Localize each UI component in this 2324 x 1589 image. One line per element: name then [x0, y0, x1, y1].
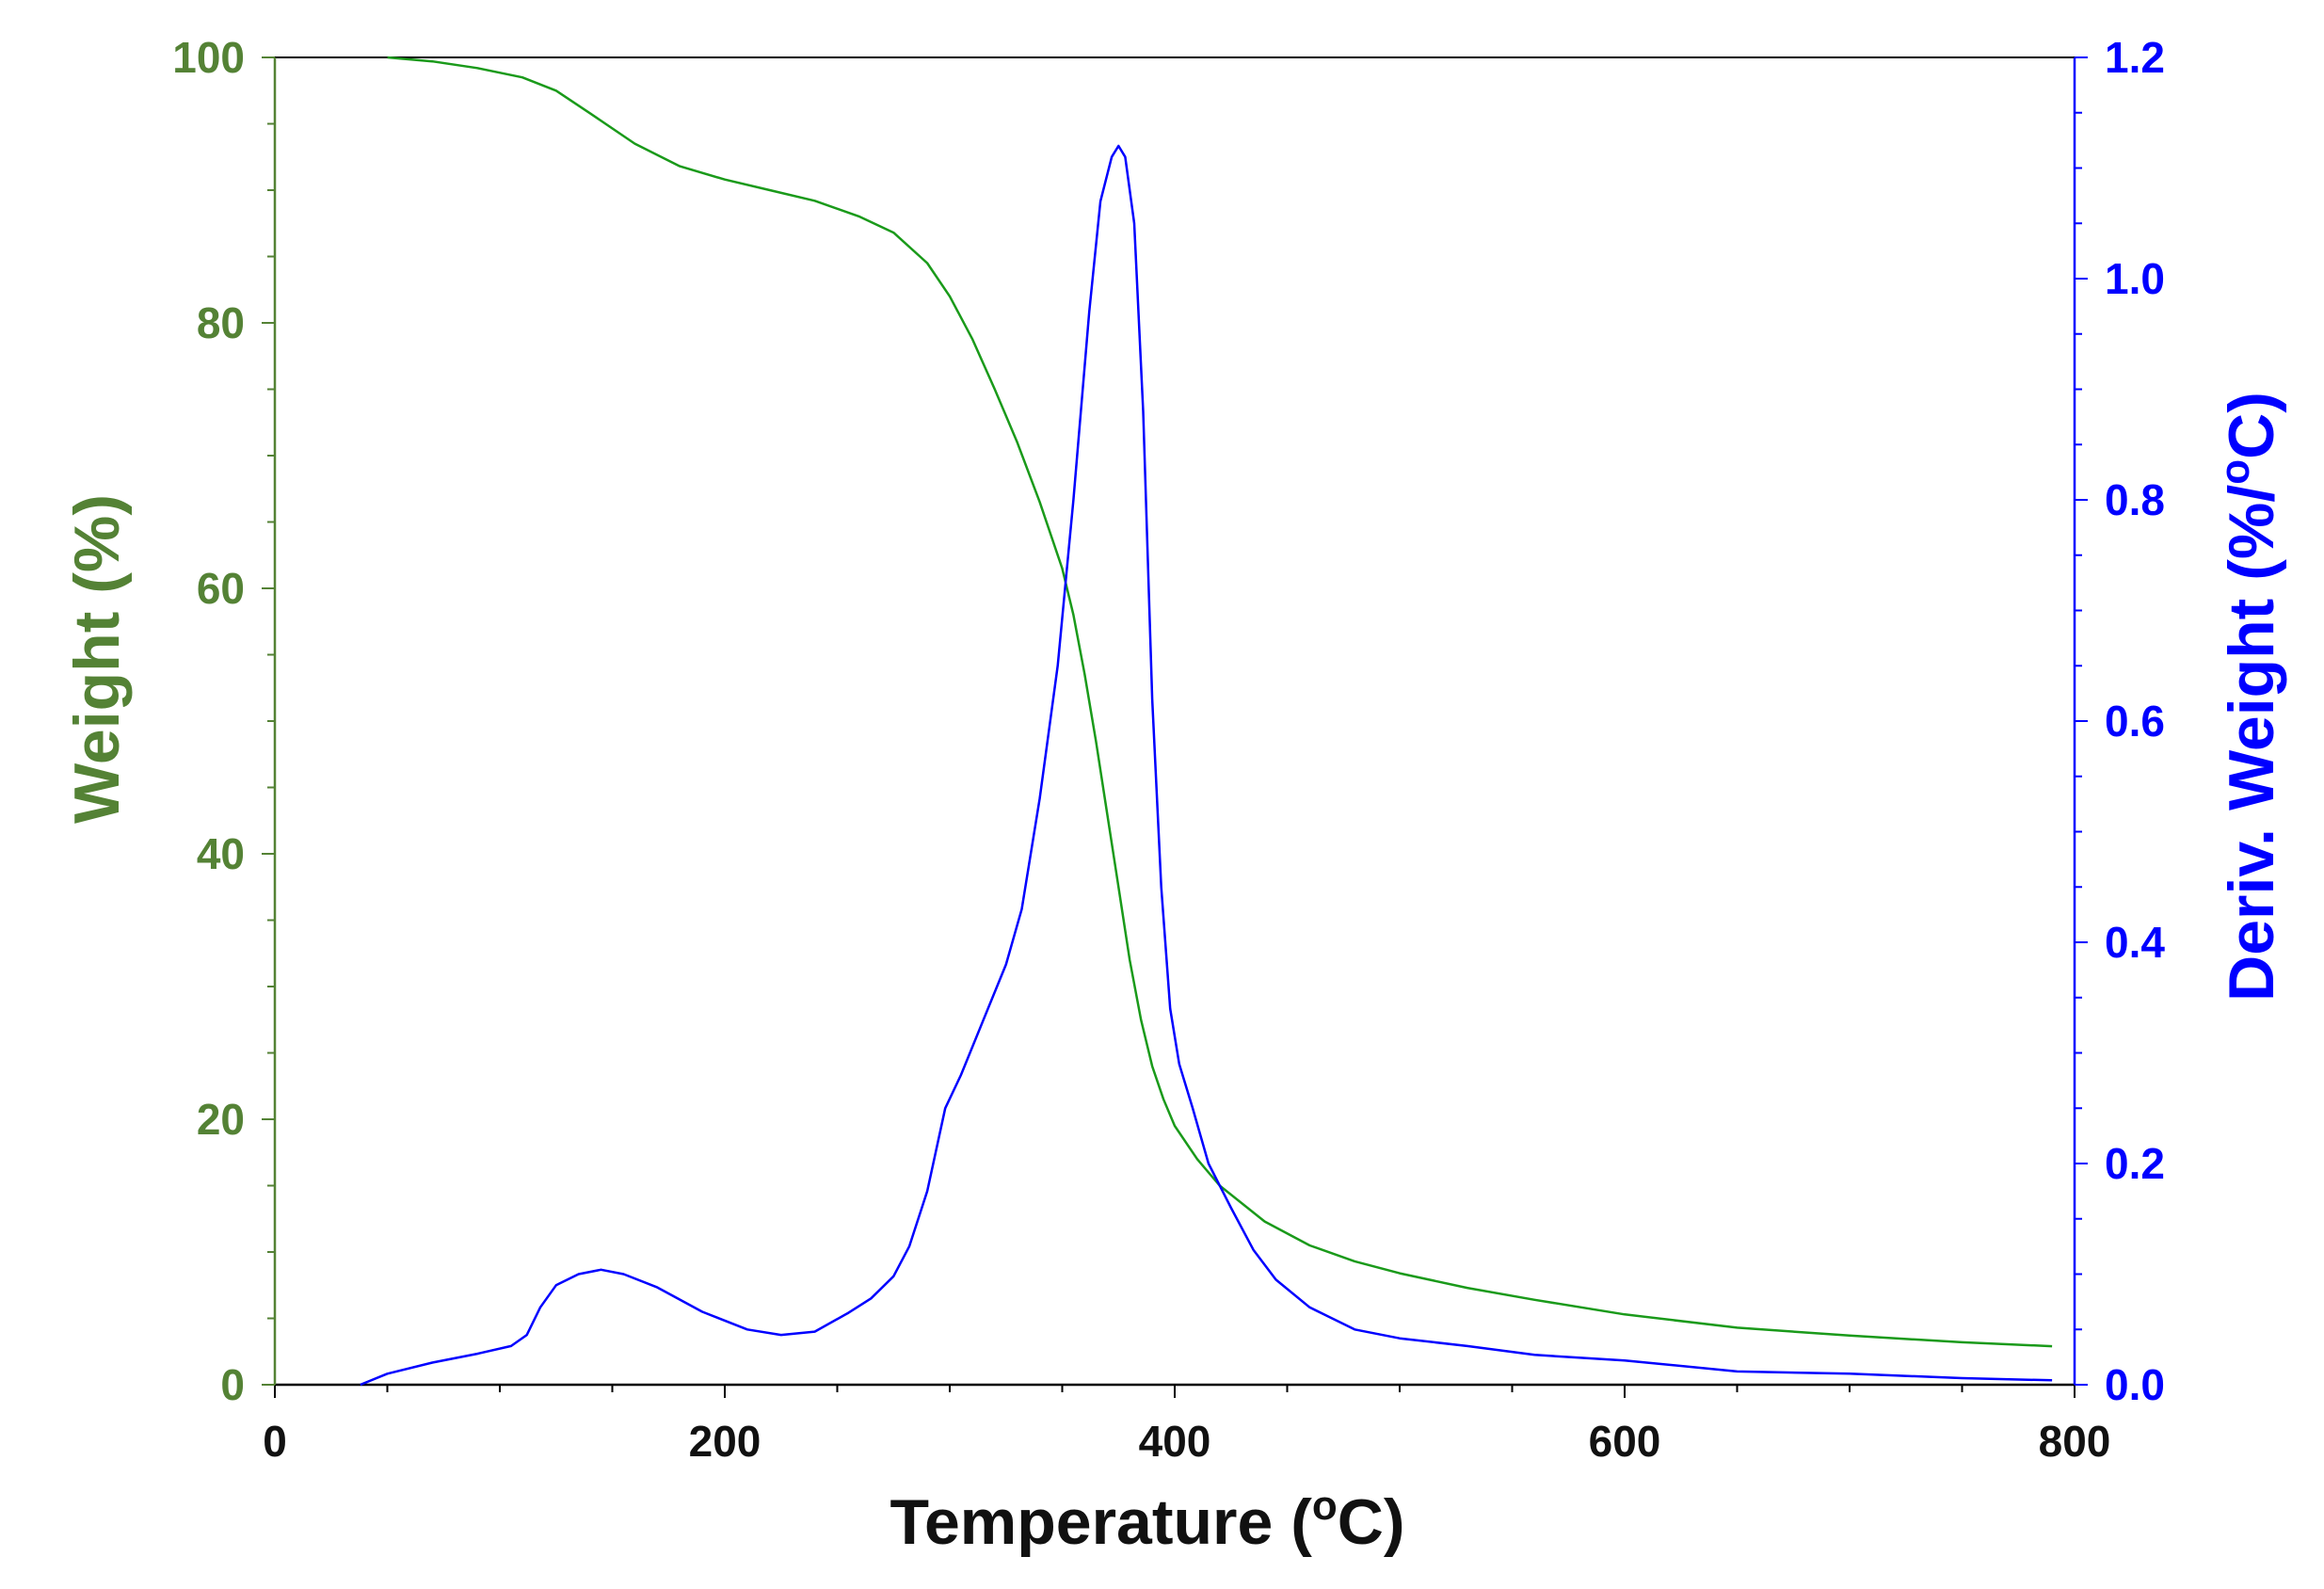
x-tick-label: 600	[1589, 1417, 1661, 1466]
left-y-tick-label: 80	[197, 298, 245, 347]
left-y-tick-label: 0	[220, 1360, 245, 1409]
weight-line	[387, 56, 2053, 1348]
left-y-tick-label: 20	[197, 1095, 245, 1144]
right-y-tick-label: 0.4	[2105, 918, 2165, 967]
x-tick-label: 800	[2039, 1417, 2111, 1466]
right-y-axis-title: Deriv. Weight (%/oC)	[2212, 392, 2287, 1002]
right-y-tick-label: 1.0	[2105, 254, 2165, 303]
x-tick-label: 400	[1139, 1417, 1211, 1466]
series-group	[360, 56, 2053, 1387]
right-y-tick-label: 0.0	[2105, 1360, 2165, 1409]
left-y-tick-label: 100	[172, 33, 245, 82]
right-y-tick-label: 0.8	[2105, 475, 2165, 524]
x-tick-label: 200	[689, 1417, 761, 1466]
left-y-tick-label: 40	[197, 829, 245, 878]
right-y-tick-label: 1.2	[2105, 33, 2165, 82]
left-y-axis-title: Weight (%)	[61, 494, 133, 824]
right-y-axis-ticks: 0.0 0.2 0.4 0.6 0.8 1.0 1.2	[2075, 33, 2165, 1409]
right-y-tick-label: 0.6	[2105, 697, 2165, 746]
x-axis-title: Temperature (oC)	[890, 1483, 1404, 1558]
deriv-weight-line	[360, 144, 2053, 1387]
x-axis-ticks: 0 200 400 600 800	[263, 1385, 2110, 1466]
left-y-axis-ticks: 0 20 40 60 80 100	[172, 33, 275, 1409]
x-tick-label: 0	[263, 1417, 287, 1466]
plot-frame	[273, 56, 2076, 1387]
left-y-tick-label: 60	[197, 564, 245, 613]
right-y-tick-label: 0.2	[2105, 1139, 2165, 1188]
